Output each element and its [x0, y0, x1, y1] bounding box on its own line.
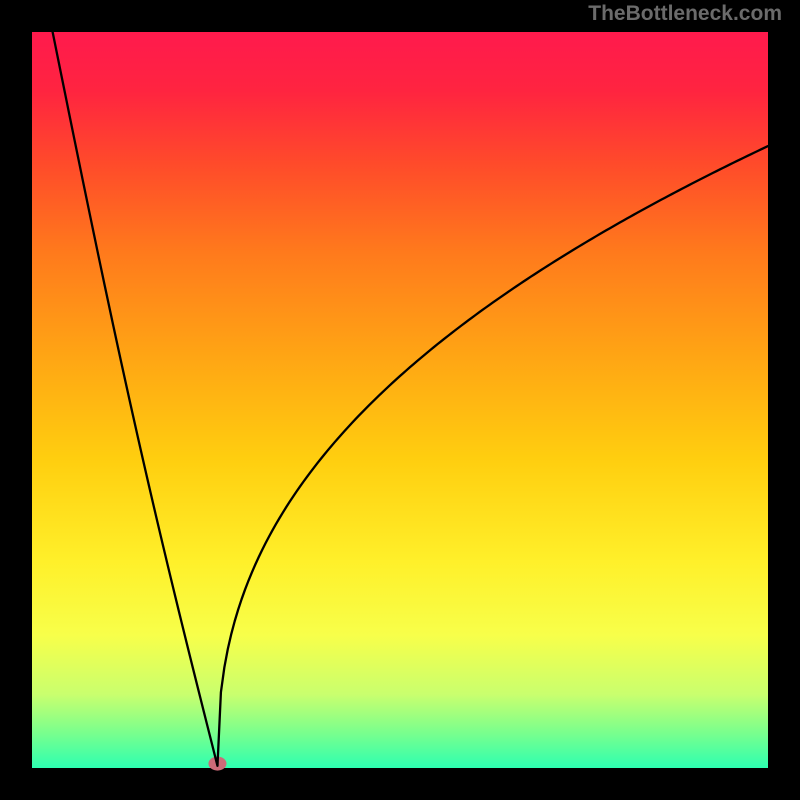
chart-container: TheBottleneck.com: [0, 0, 800, 800]
plot-background: [32, 32, 768, 768]
watermark-text: TheBottleneck.com: [588, 2, 782, 26]
bottleneck-chart: [0, 0, 800, 800]
